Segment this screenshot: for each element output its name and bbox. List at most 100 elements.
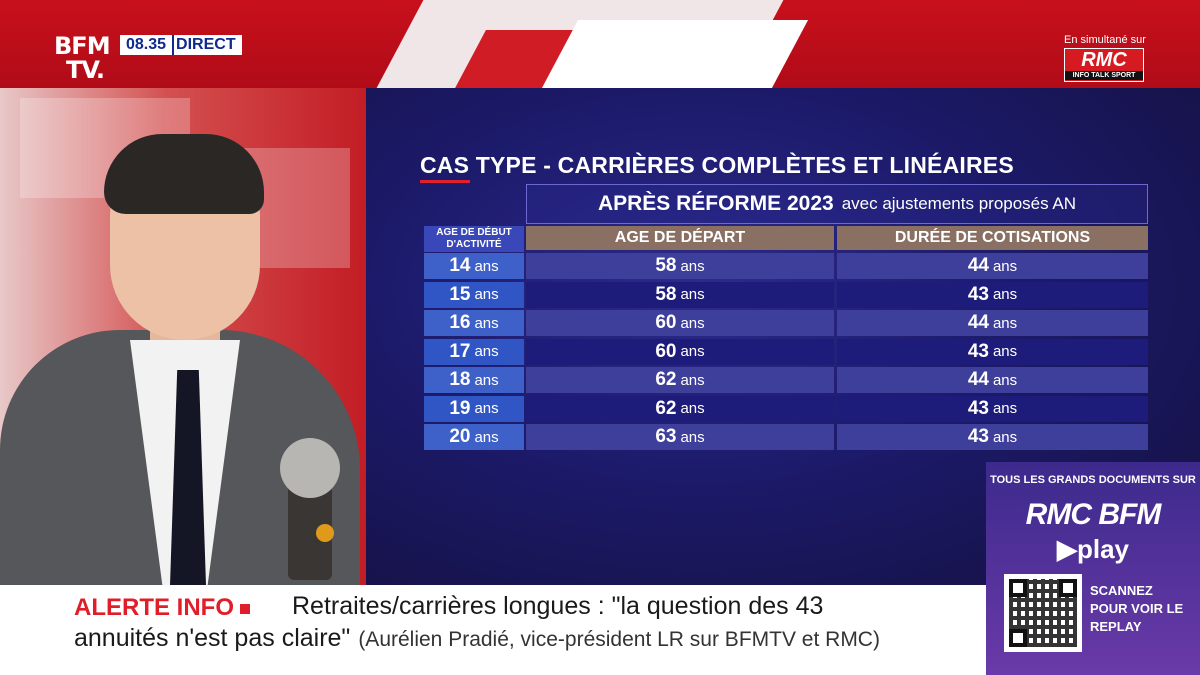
cell-unit: ans: [992, 314, 1018, 332]
column-header-contribution: DURÉE DE COTISATIONS: [837, 226, 1148, 250]
cell-value: 44: [967, 369, 989, 390]
table-title: CAS TYPE - CARRIÈRES COMPLÈTES ET LINÉAI…: [420, 152, 1014, 178]
subtitle-rest: avec ajustements proposés AN: [841, 194, 1077, 213]
start-age-cell: 19 ans: [424, 395, 524, 422]
cell-value: 20: [449, 426, 471, 447]
headline-source: (Aurélien Pradié, vice-président LR sur …: [358, 628, 880, 651]
cell-unit: ans: [680, 400, 705, 417]
cell-value: 43: [967, 283, 989, 305]
start-age-cell: 17 ans: [424, 338, 524, 365]
decorative-stripe: [541, 20, 809, 88]
logo-line-1: BFM: [54, 32, 111, 60]
departure-age-cell: 60 ans: [526, 310, 834, 336]
cell-value: 60: [655, 312, 677, 333]
cell-value: 17: [449, 340, 471, 362]
cell-value: 14: [449, 255, 471, 276]
departure-age-cell: 62 ans: [526, 367, 834, 393]
table-row: 15 ans 58 ans 43 ans: [424, 281, 1148, 308]
replay-promo: TOUS LES GRANDS DOCUMENTS SUR RMC BFM ▶p…: [986, 462, 1200, 675]
contribution-cell: 44 ans: [837, 367, 1148, 393]
cell-value: 62: [655, 369, 677, 390]
contribution-cell: 43 ans: [837, 281, 1148, 308]
cell-unit: ans: [474, 286, 499, 303]
departure-age-cell: 58 ans: [526, 281, 834, 308]
news-ticker: [0, 585, 986, 675]
cell-unit: ans: [992, 428, 1018, 446]
headline-text: annuités n'est pas claire": [74, 624, 351, 652]
table-row: 18 ans 62 ans 44 ans: [424, 367, 1148, 393]
promo-play-logo: ▶play: [1056, 534, 1130, 564]
cell-value: 15: [449, 283, 471, 305]
logo-line-2: TV.: [66, 56, 105, 84]
start-age-cell: 16 ans: [424, 310, 524, 336]
table-row: 20 ans 63 ans 43 ans: [424, 424, 1148, 450]
cell-unit: ans: [680, 314, 705, 332]
start-age-cell: 15 ans: [424, 281, 524, 308]
cell-value: 60: [655, 340, 677, 362]
column-header-start-age: AGE DE DÉBUT D'ACTIVITÉ: [424, 226, 524, 252]
table-row: 17 ans 60 ans 43 ans: [424, 338, 1148, 365]
cell-value: 63: [655, 426, 677, 447]
table-row: 14 ans 58 ans 44 ans: [424, 253, 1148, 279]
cell-unit: ans: [680, 428, 705, 446]
cell-unit: ans: [474, 343, 499, 360]
hair: [104, 134, 264, 214]
contribution-cell: 43 ans: [837, 338, 1148, 365]
departure-age-cell: 60 ans: [526, 338, 834, 365]
alert-label: ALERTE INFO: [74, 594, 250, 622]
cell-value: 43: [967, 340, 989, 362]
cell-unit: ans: [474, 314, 499, 332]
simulcast-label: En simultané sur: [1064, 34, 1146, 46]
cell-unit: ans: [474, 428, 499, 446]
departure-age-cell: 62 ans: [526, 395, 834, 422]
promo-heading: TOUS LES GRANDS DOCUMENTS SUR: [990, 474, 1196, 486]
cell-unit: ans: [474, 257, 499, 275]
departure-age-cell: 58 ans: [526, 253, 834, 279]
rmc-tagline: INFO TALK SPORT: [1065, 71, 1143, 80]
cell-value: 44: [967, 255, 989, 276]
rmc-logo: RMC INFO TALK SPORT: [1064, 48, 1144, 82]
start-age-cell: 18 ans: [424, 367, 524, 393]
contribution-cell: 43 ans: [837, 424, 1148, 450]
cell-unit: ans: [992, 400, 1018, 417]
cell-unit: ans: [474, 400, 499, 417]
clock-time: 08.35: [120, 35, 173, 55]
promo-brand: RMC BFM: [1025, 498, 1162, 531]
live-label: DIRECT: [172, 35, 242, 55]
headline-line-2: annuités n'est pas claire" (Aurélien Prad…: [74, 624, 880, 653]
cell-value: 19: [449, 397, 471, 419]
promo-scan-text: SCANNEZ POUR VOIR LE REPLAY: [1090, 583, 1184, 634]
column-header-departure-age: AGE DE DÉPART: [526, 226, 834, 250]
table-row: 19 ans 62 ans 43 ans: [424, 395, 1148, 422]
microphone-badge: [316, 524, 334, 542]
microphone-icon: [280, 438, 340, 498]
cell-value: 43: [967, 426, 989, 447]
cell-unit: ans: [680, 257, 705, 275]
table-row: 16 ans 60 ans 44 ans: [424, 310, 1148, 336]
headline-line-1: Retraites/carrières longues : "la questi…: [292, 592, 824, 620]
start-age-cell: 14 ans: [424, 253, 524, 279]
cell-unit: ans: [680, 286, 705, 303]
cell-value: 44: [967, 312, 989, 333]
departure-age-cell: 63 ans: [526, 424, 834, 450]
guest-speaker: [0, 130, 370, 590]
subtitle-main: APRÈS RÉFORME 2023: [597, 192, 834, 215]
cell-unit: ans: [680, 343, 705, 360]
qr-code-icon: [1004, 574, 1082, 652]
cell-unit: ans: [992, 371, 1018, 389]
contribution-cell: 44 ans: [837, 310, 1148, 336]
cell-unit: ans: [680, 371, 705, 389]
table-subtitle: APRÈS RÉFORME 2023 avec ajustements prop…: [526, 184, 1148, 224]
cell-unit: ans: [474, 371, 499, 389]
live-clock-box: 08.35 DIRECT: [120, 35, 242, 55]
cell-unit: ans: [992, 343, 1018, 360]
cell-value: 18: [449, 369, 471, 390]
cell-unit: ans: [992, 257, 1018, 275]
cell-value: 43: [967, 397, 989, 419]
alert-text: ALERTE INFO: [74, 594, 234, 621]
alert-square-icon: [240, 603, 250, 614]
title-underline: [420, 180, 470, 183]
cell-value: 58: [655, 283, 677, 305]
cell-value: 16: [449, 312, 471, 333]
cell-value: 58: [655, 255, 677, 276]
